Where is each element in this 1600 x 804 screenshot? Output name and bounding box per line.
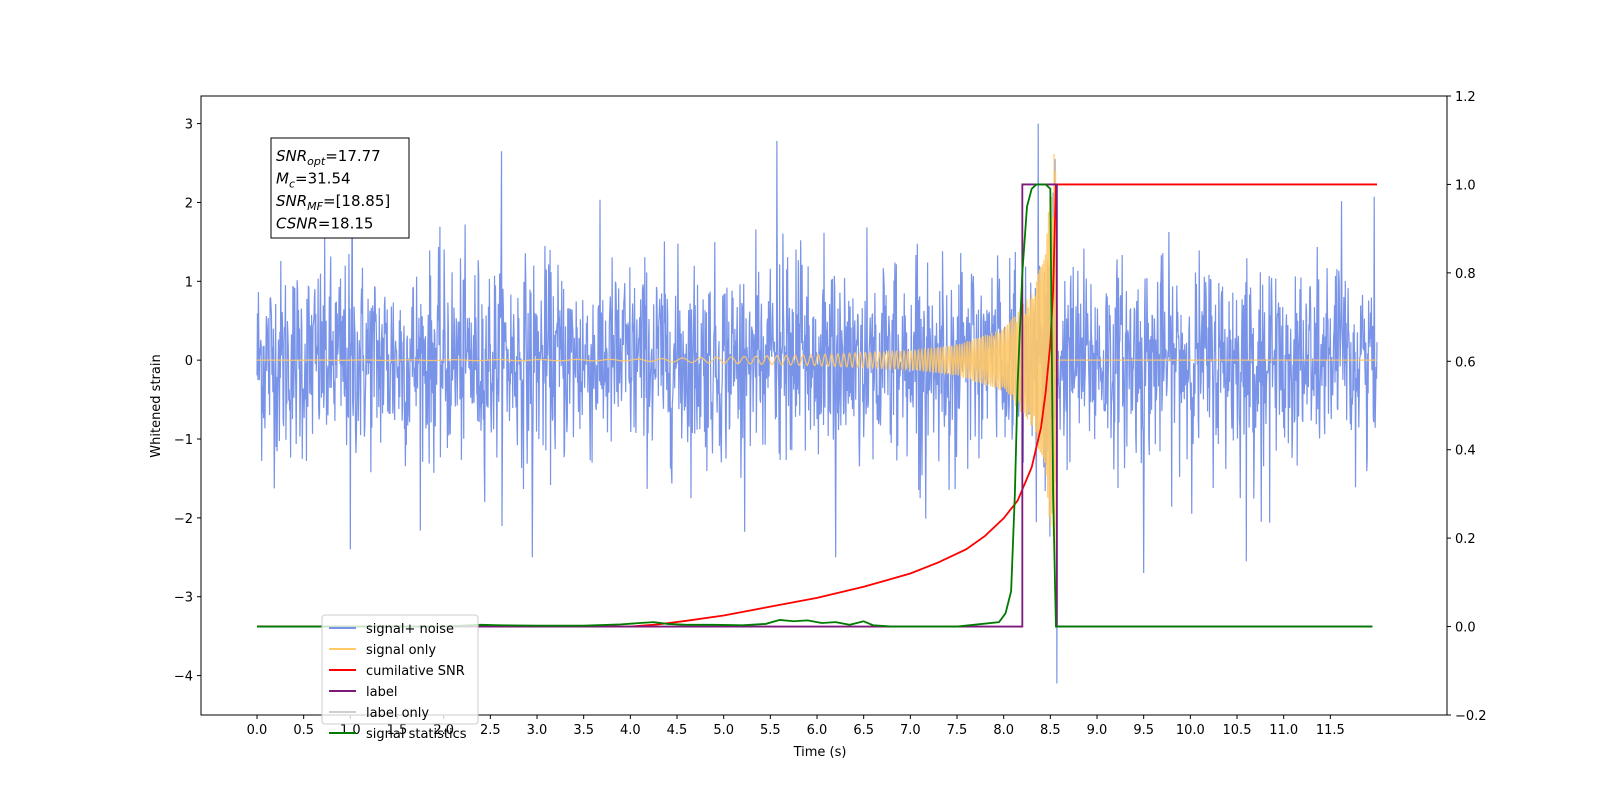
legend-label: label only (366, 706, 429, 721)
x-tick-label: 9.0 (1087, 723, 1108, 738)
annotation-symbol: SNR (276, 192, 307, 210)
series-signal-plus-noise (256, 123, 1378, 684)
x-tick-label: 11.0 (1269, 723, 1298, 738)
legend-label: signal+ noise (366, 622, 454, 637)
x-tick-label: 8.5 (1040, 723, 1061, 738)
annotation-subscript: opt (307, 155, 326, 168)
y-right-tick-label: 0.4 (1455, 444, 1476, 459)
legend-label: signal only (366, 643, 436, 658)
y-left-tick-label: −1 (174, 433, 193, 448)
series-signal-statistics (257, 183, 1373, 628)
annotation-line: SNRMF=[18.85] (276, 192, 390, 213)
y-right-tick-label: −0.2 (1455, 709, 1487, 724)
x-tick-label: 6.5 (853, 723, 874, 738)
x-tick-label: 10.5 (1223, 723, 1252, 738)
plot-frame (200, 95, 1448, 716)
series-cumulative-snr (257, 183, 1377, 628)
y-left-tick-label: 1 (185, 275, 193, 290)
annotation-value: =18.15 (318, 215, 374, 233)
series-signal-only (257, 153, 1377, 591)
legend-box (321, 614, 479, 725)
x-tick-label: 4.0 (620, 723, 641, 738)
y-axis-label: Whitened strain (149, 354, 164, 457)
y-axis-left: 3 2 1 0 −1 −2 −3 −4 (174, 118, 201, 685)
annotation-symbol: M (276, 170, 289, 188)
annotation-subscript: MF (307, 200, 323, 213)
x-axis: 0.0 0.5 1.0 1.5 2.0 2.5 3.0 3.5 4.0 4.5 5.0 5.5 6.0 6… (247, 715, 1345, 738)
x-tick-label: 0.5 (293, 723, 314, 738)
legend-label: label (366, 685, 397, 700)
x-tick-label: 6.0 (807, 723, 828, 738)
series-layer (256, 123, 1378, 684)
x-tick-label: 4.5 (667, 723, 688, 738)
annotation-line: CSNR=18.15 (276, 215, 373, 233)
y-left-tick-label: 0 (185, 354, 193, 369)
x-tick-label: 3.0 (527, 723, 548, 738)
x-axis-label: Time (s) (793, 745, 847, 760)
x-tick-label: 2.0 (433, 723, 454, 738)
y-left-tick-label: 2 (185, 196, 193, 211)
y-right-tick-label: 0.0 (1455, 621, 1476, 636)
y-right-tick-label: 0.2 (1455, 532, 1476, 547)
x-tick-label: 3.5 (573, 723, 594, 738)
x-tick-label: 0.0 (247, 723, 268, 738)
x-tick-label: 1.0 (340, 723, 361, 738)
x-tick-label: 11.5 (1316, 723, 1345, 738)
annotation-symbol: CSNR (276, 215, 318, 233)
x-tick-label: 9.5 (1133, 723, 1154, 738)
x-tick-label: 5.5 (760, 723, 781, 738)
annotation-value: =31.54 (295, 170, 351, 188)
annotation-line: SNRopt=17.77 (276, 147, 381, 168)
annotation-value: =[18.85] (323, 192, 390, 210)
x-tick-label: 7.0 (900, 723, 921, 738)
x-tick-label: 5.0 (713, 723, 734, 738)
y-right-tick-label: 1.0 (1455, 178, 1476, 193)
x-tick-label: 7.5 (947, 723, 968, 738)
stats-annotation: SNRopt=17.77Mc=31.54SNRMF=[18.85]CSNR=18… (270, 137, 410, 239)
y-right-tick-label: 1.2 (1455, 90, 1476, 105)
x-tick-label: 8.0 (993, 723, 1014, 738)
annotation-symbol: SNR (276, 147, 307, 165)
legend-label: cumilative SNR (366, 664, 465, 679)
y-left-tick-label: −3 (174, 591, 193, 606)
annotation-value: =17.77 (325, 147, 381, 165)
y-axis-right: 1.2 1.0 0.8 0.6 0.4 0.2 0.0 −0.2 (1447, 90, 1487, 724)
legend: signal+ noise signal only cumilative SNR la… (321, 614, 479, 742)
y-right-tick-label: 0.8 (1455, 267, 1476, 282)
annotation-box (270, 137, 410, 239)
y-left-tick-label: −2 (174, 512, 193, 527)
legend-label: signal statistics (366, 727, 467, 742)
x-tick-label: 2.5 (480, 723, 501, 738)
annotation-line: Mc=31.54 (276, 170, 351, 191)
x-tick-label: 1.5 (387, 723, 408, 738)
y-right-tick-label: 0.6 (1455, 355, 1476, 370)
y-left-tick-label: 3 (185, 118, 193, 133)
x-tick-label: 10.0 (1176, 723, 1205, 738)
annotation-subscript: c (289, 178, 295, 191)
y-left-tick-label: −4 (174, 670, 193, 685)
